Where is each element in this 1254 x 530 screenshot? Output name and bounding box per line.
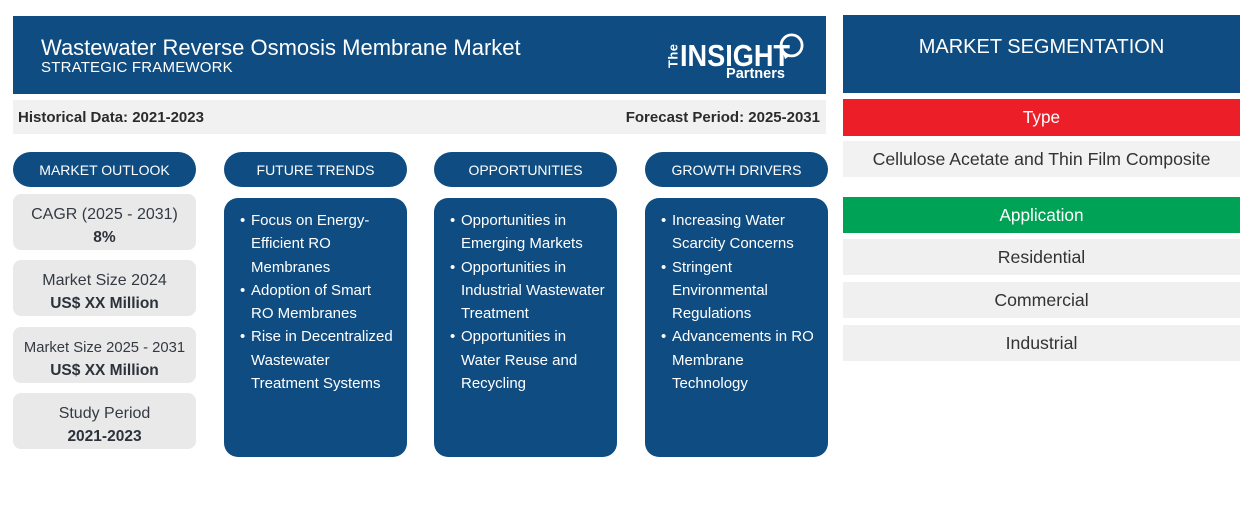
svg-text:Partners: Partners [726, 66, 785, 82]
svg-text:The: The [666, 44, 681, 68]
svg-text:INSIGHT: INSIGHT [680, 39, 790, 73]
